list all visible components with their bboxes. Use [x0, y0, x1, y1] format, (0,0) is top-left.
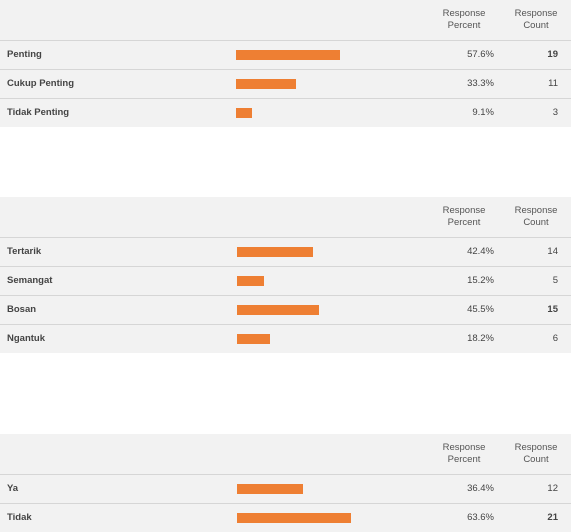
- row-percent: 15.2%: [467, 275, 494, 286]
- row-percent: 36.4%: [467, 483, 494, 494]
- percent-bar: [237, 484, 303, 494]
- table-row: Bosan 45.5% 15: [0, 296, 571, 325]
- survey-table-1: Response Percent Response Count Penting …: [0, 0, 571, 127]
- row-percent: 18.2%: [467, 333, 494, 344]
- row-label: Tidak Penting: [7, 107, 70, 118]
- row-count: 5: [552, 275, 558, 286]
- table-row: Cukup Penting 33.3% 11: [0, 70, 571, 99]
- row-percent: 63.6%: [467, 512, 494, 523]
- table-header: Response Percent Response Count: [0, 434, 571, 475]
- percent-bar: [236, 108, 252, 118]
- row-count: 12: [547, 483, 558, 494]
- response-percent-header: Response Percent: [442, 8, 486, 31]
- row-count: 11: [548, 78, 558, 89]
- row-label: Ya: [7, 483, 19, 494]
- survey-table-3: Response Percent Response Count Ya 36.4%…: [0, 434, 571, 532]
- row-count: 21: [547, 512, 558, 523]
- table-header: Response Percent Response Count: [0, 0, 571, 41]
- table-row: Semangat 15.2% 5: [0, 267, 571, 296]
- table-row: Tidak 63.6% 21: [0, 504, 571, 532]
- table-row: Ya 36.4% 12: [0, 475, 571, 504]
- response-percent-header: Response Percent: [442, 205, 486, 228]
- response-count-header: Response Count: [514, 205, 558, 228]
- table-row: Ngantuk 18.2% 6: [0, 325, 571, 353]
- table-row: Tidak Penting 9.1% 3: [0, 99, 571, 127]
- row-count: 6: [552, 333, 558, 344]
- row-percent: 33.3%: [467, 78, 494, 89]
- percent-bar: [237, 305, 319, 315]
- row-label: Ngantuk: [7, 333, 45, 344]
- percent-bar: [237, 276, 264, 286]
- row-label: Cukup Penting: [7, 78, 75, 89]
- response-count-header: Response Count: [514, 8, 558, 31]
- row-percent: 57.6%: [467, 49, 494, 60]
- row-label: Semangat: [7, 275, 53, 286]
- row-label: Bosan: [7, 304, 37, 315]
- table-row: Tertarik 42.4% 14: [0, 238, 571, 267]
- response-percent-header: Response Percent: [442, 442, 486, 465]
- row-percent: 42.4%: [467, 246, 494, 257]
- table-header: Response Percent Response Count: [0, 197, 571, 238]
- response-count-header: Response Count: [514, 442, 558, 465]
- row-count: 14: [547, 246, 558, 257]
- percent-bar: [237, 513, 351, 523]
- row-label: Penting: [7, 49, 42, 60]
- table-row: Penting 57.6% 19: [0, 41, 571, 70]
- row-label: Tertarik: [7, 246, 42, 257]
- row-count: 19: [547, 49, 558, 60]
- percent-bar: [236, 79, 296, 89]
- row-count: 15: [547, 304, 558, 315]
- row-label: Tidak: [7, 512, 32, 523]
- percent-bar: [236, 50, 340, 60]
- percent-bar: [237, 334, 270, 344]
- survey-table-2: Response Percent Response Count Tertarik…: [0, 197, 571, 353]
- row-percent: 45.5%: [467, 304, 494, 315]
- row-count: 3: [552, 107, 558, 118]
- percent-bar: [237, 247, 313, 257]
- row-percent: 9.1%: [472, 107, 494, 118]
